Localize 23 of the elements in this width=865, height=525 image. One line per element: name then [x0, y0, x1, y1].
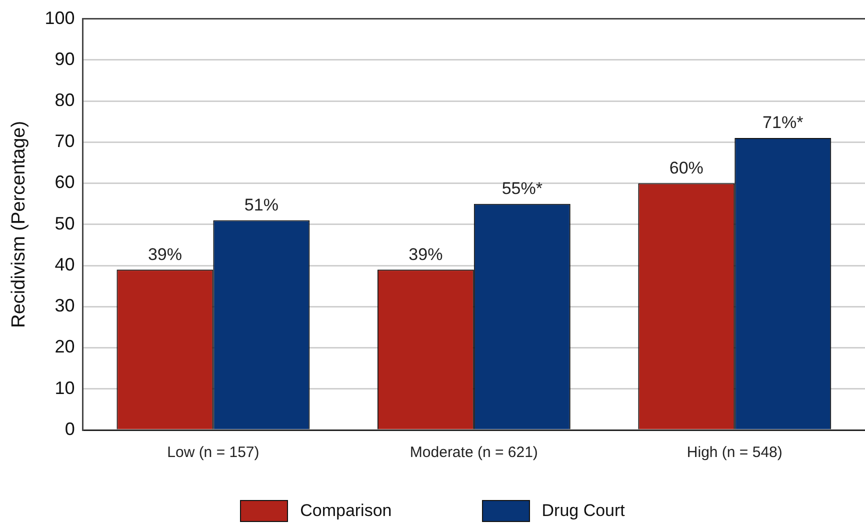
y-tick-label: 30 — [54, 296, 75, 316]
x-tick-label: High (n = 548) — [686, 444, 782, 462]
data-label: 60% — [669, 158, 704, 178]
x-tick-label: Low (n = 157) — [167, 444, 260, 462]
data-label: 39% — [408, 244, 443, 264]
y-tick-label: 60 — [54, 172, 75, 192]
data-label: 51% — [244, 195, 278, 214]
data-label: 39% — [148, 244, 182, 264]
data-label: 55%* — [502, 179, 543, 198]
y-tick-label: 40 — [54, 254, 75, 274]
y-tick-label: 10 — [54, 378, 75, 398]
data-label: 71%* — [762, 113, 804, 132]
legend-label: Comparison — [300, 501, 392, 521]
y-tick-label: 70 — [54, 131, 75, 152]
legend-label: Drug Court — [542, 501, 625, 521]
y-tick-label: 80 — [54, 90, 75, 110]
y-tick-label: 100 — [44, 8, 75, 28]
x-tick-label: Moderate (n = 621) — [410, 444, 538, 462]
y-tick-label: 90 — [54, 48, 75, 69]
y-axis-title: Recidivism (Percentage) — [8, 120, 30, 328]
y-tick-label: 20 — [54, 336, 75, 357]
y-tick-label: 0 — [64, 418, 75, 439]
y-tick-label: 50 — [54, 213, 75, 234]
